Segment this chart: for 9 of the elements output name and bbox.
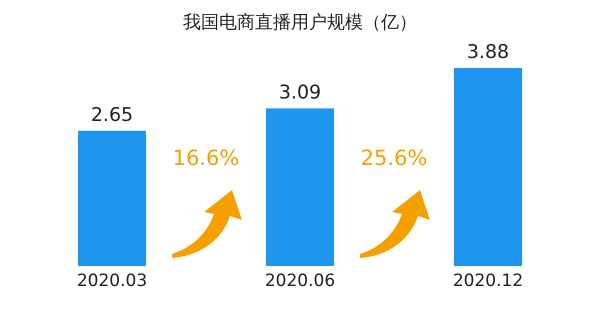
data-label: 3.88 (466, 41, 510, 63)
data-label: 3.09 (278, 81, 322, 104)
x-tick-label: 2020.12 (452, 271, 524, 292)
annotation: 25.6% (360, 146, 428, 170)
chart-title: 我国电商直播用户规模（亿） (182, 11, 418, 34)
x-tick-label: 2020.03 (76, 271, 148, 292)
x-tick-label: 2020.06 (264, 271, 336, 292)
annotation: 16.6% (172, 146, 240, 170)
data-label: 2.65 (90, 104, 134, 126)
